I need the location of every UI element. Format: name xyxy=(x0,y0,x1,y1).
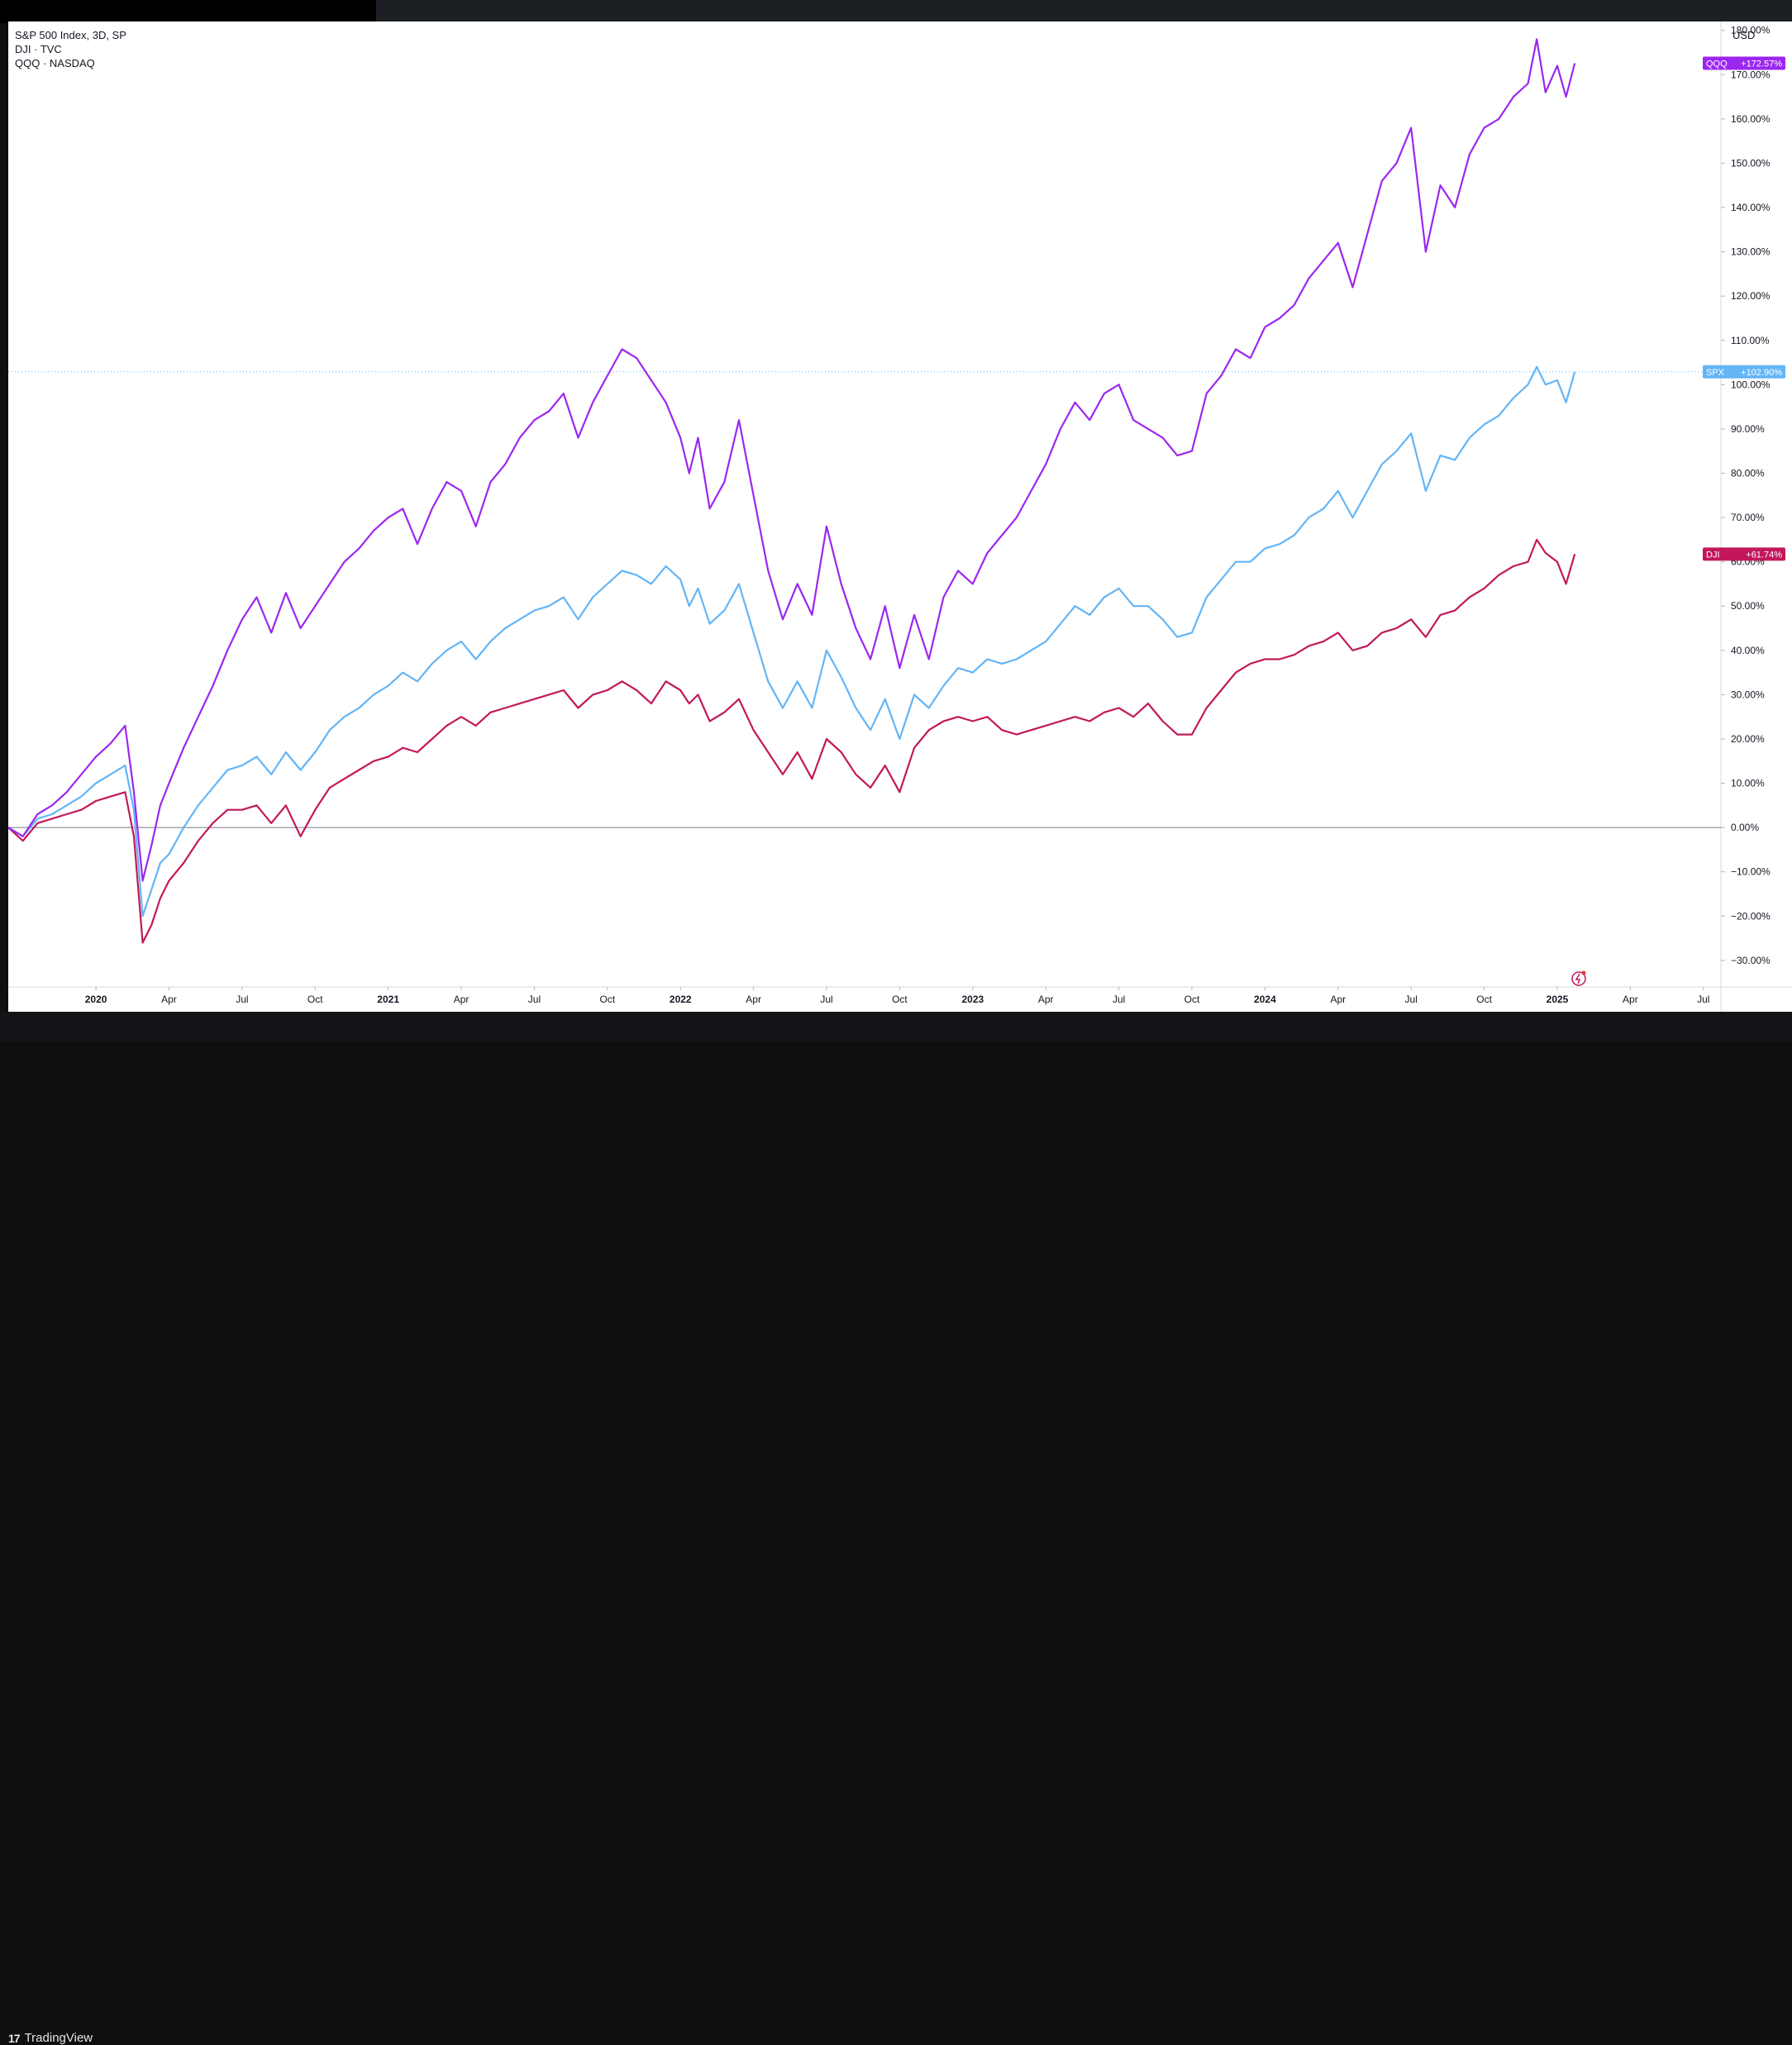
brand-name: TradingView xyxy=(24,2031,93,2045)
y-tick-label: 160.00% xyxy=(1731,113,1771,125)
y-tick-label: 170.00% xyxy=(1731,69,1771,80)
y-tick-label: 30.00% xyxy=(1731,689,1765,700)
series-line-qqq[interactable] xyxy=(7,38,1576,882)
y-tick-label: −10.00% xyxy=(1731,866,1771,878)
x-tick-label: Apr xyxy=(1038,994,1054,1005)
top-toolbar xyxy=(0,0,1792,23)
x-tick-label: Jul xyxy=(1697,994,1709,1005)
bottom-bar: 17 TradingView xyxy=(0,1012,1792,2045)
y-tick-label: 140.00% xyxy=(1731,202,1771,213)
y-tick-label: 110.00% xyxy=(1731,335,1770,346)
badge-background xyxy=(1703,365,1785,379)
last-value-badge-spx[interactable]: SPX +102.90% xyxy=(1703,365,1785,379)
y-tick-label: 20.00% xyxy=(1731,733,1765,745)
x-tick-label: Jul xyxy=(1113,994,1125,1005)
tradingview-logo-icon: 17 xyxy=(8,2031,21,2045)
badge-background xyxy=(1703,56,1785,70)
y-tick-label: 50.00% xyxy=(1731,600,1765,612)
y-tick-label: 120.00% xyxy=(1731,290,1771,302)
x-tick-label: Jul xyxy=(820,994,832,1005)
legend-item-spx[interactable]: S&P 500 Index, 3D, SP xyxy=(15,29,126,41)
x-tick-label: Jul xyxy=(236,994,248,1005)
badge-value: +102.90% xyxy=(1741,368,1782,378)
badge-background xyxy=(1703,547,1785,561)
last-value-badge-dji[interactable]: DJI +61.74% xyxy=(1703,547,1785,561)
x-tick-label: Apr xyxy=(161,994,177,1005)
last-value-badge-qqq[interactable]: QQQ +172.57% xyxy=(1703,56,1785,70)
currency-label[interactable]: USD xyxy=(1732,29,1755,41)
badge-symbol: QQQ xyxy=(1706,60,1728,69)
series-line-dji[interactable] xyxy=(7,538,1576,944)
legend-item-qqq[interactable]: QQQ · NASDAQ xyxy=(15,57,95,69)
x-tick-label: 2023 xyxy=(961,994,984,1005)
x-tick-label: Oct xyxy=(1184,994,1200,1005)
x-tick-label: Oct xyxy=(307,994,323,1005)
chart-legend: S&P 500 Index, 3D, SP DJI · TVC QQQ · NA… xyxy=(15,28,126,70)
comparison-line-chart[interactable]: −30.00% −20.00% −10.00% 0.00% 10.00% 20.00% 30… xyxy=(7,21,1792,1012)
chart-frame[interactable]: −30.00% −20.00% −10.00% 0.00% 10.00% 20.00% 30… xyxy=(7,21,1792,1012)
redacted-bar xyxy=(0,0,376,23)
x-tick-label: 2025 xyxy=(1547,994,1569,1005)
y-tick-label: 40.00% xyxy=(1731,645,1765,656)
y-tick-label: 70.00% xyxy=(1731,512,1765,523)
badge-symbol: DJI xyxy=(1706,550,1720,560)
lightning-icon[interactable] xyxy=(1571,970,1586,986)
y-tick-label: −30.00% xyxy=(1731,955,1771,966)
badge-symbol: SPX xyxy=(1706,368,1725,378)
x-tick-label: 2022 xyxy=(670,994,692,1005)
y-tick-label: 80.00% xyxy=(1731,467,1765,479)
tradingview-logo[interactable]: 17 TradingView xyxy=(8,2031,93,2045)
x-tick-label: 2021 xyxy=(377,994,399,1005)
x-tick-label: 2024 xyxy=(1254,994,1276,1005)
x-tick-label: Oct xyxy=(600,994,616,1005)
y-tick-label: −20.00% xyxy=(1731,910,1771,922)
x-tick-label: Apr xyxy=(454,994,469,1005)
y-tick-label: 180.00% xyxy=(1731,25,1771,36)
y-tick-label: 10.00% xyxy=(1731,778,1765,789)
x-tick-label: Jul xyxy=(1405,994,1418,1005)
x-tick-label: Jul xyxy=(528,994,541,1005)
y-tick-label: 0.00% xyxy=(1731,822,1759,833)
badge-value: +61.74% xyxy=(1746,550,1782,560)
series-line-spx[interactable] xyxy=(7,365,1576,918)
x-tick-label: Apr xyxy=(1330,994,1346,1005)
y-tick-label: 150.00% xyxy=(1731,157,1771,169)
y-tick-label: 100.00% xyxy=(1731,379,1771,390)
x-tick-label: 2020 xyxy=(85,994,107,1005)
x-tick-label: Apr xyxy=(1623,994,1638,1005)
y-tick-label: 90.00% xyxy=(1731,423,1765,435)
legend-item-dji[interactable]: DJI · TVC xyxy=(15,43,62,55)
badge-value: +172.57% xyxy=(1741,60,1782,69)
x-tick-label: Apr xyxy=(746,994,761,1005)
x-tick-label: Oct xyxy=(1476,994,1492,1005)
x-tick-label: Oct xyxy=(892,994,908,1005)
y-tick-label: 130.00% xyxy=(1731,246,1771,258)
